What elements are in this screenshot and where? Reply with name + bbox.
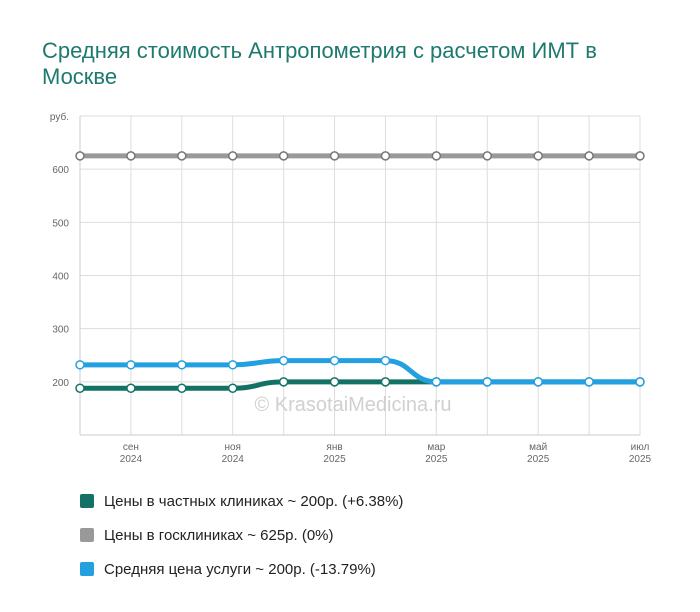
series-point-1 — [227, 383, 238, 393]
x-tick-label-year: 2025 — [425, 454, 448, 465]
x-tick-label-year: 2025 — [323, 454, 346, 465]
series-point-1 — [75, 383, 85, 393]
series-point-2 — [380, 355, 391, 366]
series-point-1 — [126, 383, 136, 393]
legend-item-private[interactable]: Цены в частных клиниках ~ 200р. (+6.38%) — [80, 484, 403, 518]
x-tick-label-year: 2025 — [629, 454, 652, 465]
watermark: © KrasotaiMedicina.ru — [254, 394, 451, 416]
x-tick-label-month: ноя — [224, 442, 241, 453]
series-point-2 — [126, 360, 136, 370]
series-point-0 — [329, 151, 340, 161]
series-point-2 — [329, 355, 340, 366]
legend-swatch-private — [80, 494, 94, 508]
series-point-0 — [584, 151, 594, 161]
series-point-0 — [431, 151, 442, 161]
legend-label-public: Цены в госклиниках ~ 625р. (0%) — [104, 526, 334, 544]
chart-series — [75, 151, 645, 393]
series-point-2 — [177, 360, 187, 370]
legend-label-private: Цены в частных клиниках ~ 200р. (+6.38%) — [104, 492, 404, 510]
x-tick-label-month: янв — [326, 442, 342, 453]
legend-swatch-public — [80, 528, 94, 542]
series-point-0 — [126, 151, 136, 161]
legend-item-public[interactable]: Цены в госклиниках ~ 625р. (0%) — [80, 518, 403, 552]
x-tick-label-year: 2025 — [527, 454, 550, 465]
series-point-1 — [380, 377, 391, 387]
series-point-0 — [75, 151, 85, 161]
series-point-1 — [177, 383, 187, 393]
y-tick-label: 600 — [52, 165, 69, 176]
y-tick-label: 200 — [52, 378, 69, 389]
chart-legend: Цены в частных клиниках ~ 200р. (+6.38%)… — [80, 484, 403, 586]
legend-label-average: Средняя цена услуги ~ 200р. (-13.79%) — [104, 560, 376, 578]
chart-axes: 200300400500600руб.сен2024ноя2024янв2025… — [50, 111, 652, 465]
legend-swatch-average — [80, 562, 94, 576]
y-tick-label: 500 — [52, 218, 69, 229]
x-tick-label-month: мар — [427, 442, 445, 453]
x-tick-label-year: 2024 — [222, 454, 245, 465]
chart-title: Средняя стоимость Антропометрия с расчет… — [42, 38, 597, 89]
series-point-0 — [635, 151, 645, 161]
series-point-1 — [278, 377, 289, 387]
series-point-1 — [329, 377, 340, 387]
series-point-0 — [278, 151, 289, 161]
series-point-2 — [584, 377, 594, 387]
series-point-0 — [482, 151, 493, 161]
series-point-0 — [227, 151, 238, 161]
legend-item-average[interactable]: Средняя цена услуги ~ 200р. (-13.79%) — [80, 552, 403, 586]
y-tick-label: 300 — [52, 325, 69, 336]
x-tick-label-month: май — [529, 442, 547, 453]
series-point-0 — [380, 151, 391, 161]
y-tick-label: 400 — [52, 272, 69, 283]
series-point-2 — [278, 355, 289, 366]
x-tick-label-month: сен — [123, 442, 139, 453]
series-point-2 — [482, 377, 493, 387]
series-point-2 — [431, 377, 442, 387]
x-tick-label-month: июл — [631, 442, 650, 453]
series-point-0 — [177, 151, 187, 161]
y-unit-label: руб. — [50, 111, 69, 123]
series-point-2 — [75, 360, 85, 370]
series-point-2 — [227, 360, 238, 370]
series-point-0 — [533, 151, 543, 161]
series-line-2 — [77, 358, 643, 385]
series-point-2 — [533, 377, 543, 387]
series-point-2 — [635, 377, 645, 387]
x-tick-label-year: 2024 — [120, 454, 143, 465]
